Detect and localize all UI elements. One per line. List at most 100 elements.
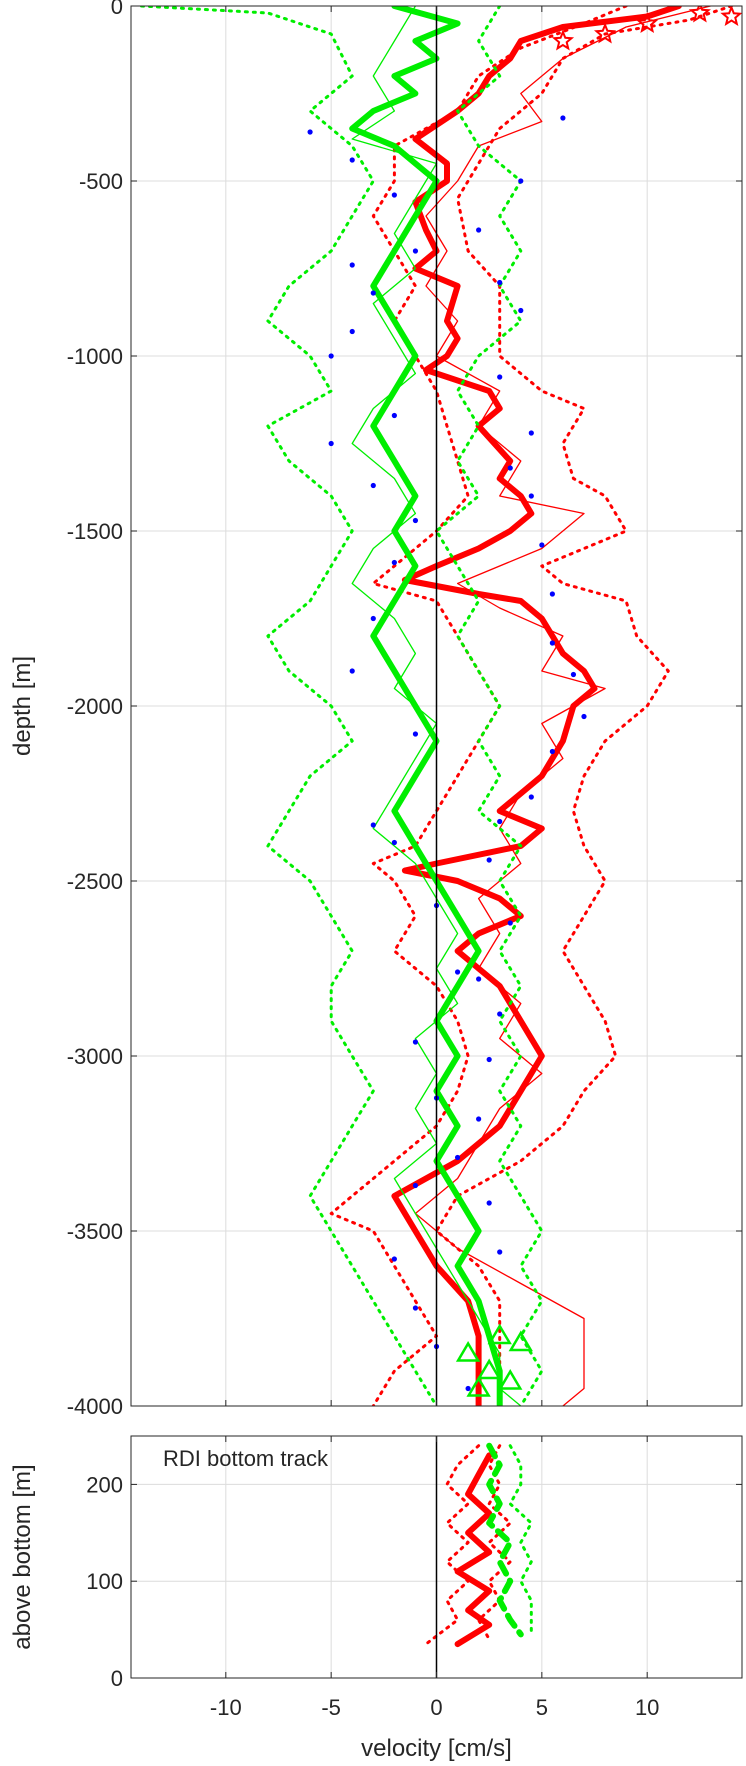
blue-dot-marker xyxy=(497,374,503,380)
series-line-5 xyxy=(140,6,438,1406)
blue-dot-marker xyxy=(497,1011,503,1017)
blue-dot-marker xyxy=(391,839,397,846)
blue-dot-marker xyxy=(412,517,419,524)
series-line-0 xyxy=(454,1452,493,1648)
series-line-2 xyxy=(477,1444,512,1641)
y-tick-label: 0 xyxy=(111,1666,123,1691)
y-tick-label: -3000 xyxy=(67,1044,123,1069)
y-tick-label: 200 xyxy=(86,1472,123,1497)
blue-dot-marker xyxy=(412,1182,419,1189)
blue-dot-marker xyxy=(497,1249,503,1255)
blue-dot-marker xyxy=(528,430,534,436)
blue-dot-marker xyxy=(454,1154,461,1161)
y-tick-label: -2000 xyxy=(67,694,123,719)
blue-dot-marker xyxy=(349,262,355,268)
blue-dot-marker xyxy=(370,290,376,296)
triangle-marker xyxy=(476,1358,502,1380)
series-line-1 xyxy=(435,6,733,1406)
panel-annotation: RDI bottom track xyxy=(163,1446,329,1471)
x-tick-label: -5 xyxy=(321,1695,341,1720)
series-line-3 xyxy=(414,6,712,1406)
blue-dot-marker xyxy=(328,353,334,359)
blue-dot-marker xyxy=(391,559,397,566)
star-marker xyxy=(688,6,711,23)
series-line-7 xyxy=(351,6,522,1406)
blue-dot-marker xyxy=(412,731,419,737)
blue-dot-marker xyxy=(476,227,482,233)
series-line-6 xyxy=(435,6,544,1406)
blue-dot-marker xyxy=(507,920,513,926)
x-tick-label: 10 xyxy=(635,1695,659,1720)
blue-dot-marker xyxy=(486,1200,492,1206)
blue-dot-marker xyxy=(412,1039,419,1045)
blue-dot-marker xyxy=(539,542,545,548)
y-tick-label: -500 xyxy=(79,169,123,194)
blue-dot-marker xyxy=(370,615,376,622)
blue-dot-marker xyxy=(486,1056,492,1063)
blue-dot-marker xyxy=(528,794,534,800)
blue-dot-marker xyxy=(581,713,587,720)
y-tick-label: -1000 xyxy=(67,344,123,369)
blue-dot-marker xyxy=(328,440,334,447)
blue-dot-marker xyxy=(391,1256,397,1262)
x-tick-label: 0 xyxy=(430,1695,442,1720)
blue-dot-marker xyxy=(465,1385,471,1392)
triangle-marker xyxy=(508,1330,533,1352)
blue-dot-marker xyxy=(497,818,503,825)
x-tick-label: 5 xyxy=(536,1695,548,1720)
triangle-marker xyxy=(487,1323,512,1345)
blue-dot-marker xyxy=(476,1116,482,1122)
blue-dot-marker xyxy=(307,129,313,135)
blue-dot-marker xyxy=(518,307,524,314)
blue-dot-marker xyxy=(560,115,566,121)
series-line-0 xyxy=(391,6,682,1406)
y-tick-label: 100 xyxy=(86,1569,123,1594)
triangle-marker xyxy=(455,1341,481,1362)
y-tick-label: -4000 xyxy=(67,1394,123,1419)
series-line-4 xyxy=(508,1444,533,1636)
blue-dot-marker xyxy=(370,822,376,828)
blue-dot-marker xyxy=(549,748,555,755)
blue-dot-marker xyxy=(497,279,503,286)
series-line-4 xyxy=(349,6,503,1406)
plot-area xyxy=(140,6,742,1406)
blue-dot-marker xyxy=(549,591,555,597)
y-tick-label: 0 xyxy=(111,0,123,19)
blue-dot-marker xyxy=(476,976,482,982)
blue-dot-marker xyxy=(518,178,524,184)
blue-dot-marker xyxy=(412,248,419,254)
blue-dot-marker xyxy=(486,857,492,863)
x-tick-label: -10 xyxy=(210,1695,242,1720)
blue-dot-marker xyxy=(454,969,461,975)
star-marker xyxy=(551,29,575,51)
depth-panel: -4000 -3500 -3000 -2500 -2000 -1500 -1000 -500 0… xyxy=(9,0,743,1419)
star-marker xyxy=(593,22,617,44)
star-marker xyxy=(636,11,659,33)
y-tick-label: -2500 xyxy=(67,869,123,894)
star-marker xyxy=(720,6,742,26)
blue-dot-marker xyxy=(349,668,355,674)
blue-dot-marker xyxy=(570,671,577,678)
y-axis-label: above bottom [m] xyxy=(9,1464,36,1649)
blue-dot-marker xyxy=(549,640,555,646)
blue-dot-marker xyxy=(349,157,355,163)
y-tick-label: -3500 xyxy=(67,1219,123,1244)
blue-dot-marker xyxy=(507,465,513,471)
x-axis-label: velocity [cm/s] xyxy=(361,1735,512,1761)
blue-dot-marker xyxy=(391,192,397,198)
y-tick-label: -1500 xyxy=(67,519,123,544)
y-axis-label: depth [m] xyxy=(9,656,36,756)
blue-dot-marker xyxy=(412,1305,419,1311)
series-line-1 xyxy=(424,1444,481,1646)
blue-dot-marker xyxy=(391,412,397,419)
triangle-marker xyxy=(498,1369,523,1390)
series-line-3 xyxy=(486,1442,524,1638)
blue-dot-marker xyxy=(349,328,355,335)
plot-area xyxy=(424,1442,533,1648)
blue-dot-marker xyxy=(528,493,534,499)
triangle-marker xyxy=(466,1376,491,1397)
blue-dot-marker xyxy=(370,482,376,489)
